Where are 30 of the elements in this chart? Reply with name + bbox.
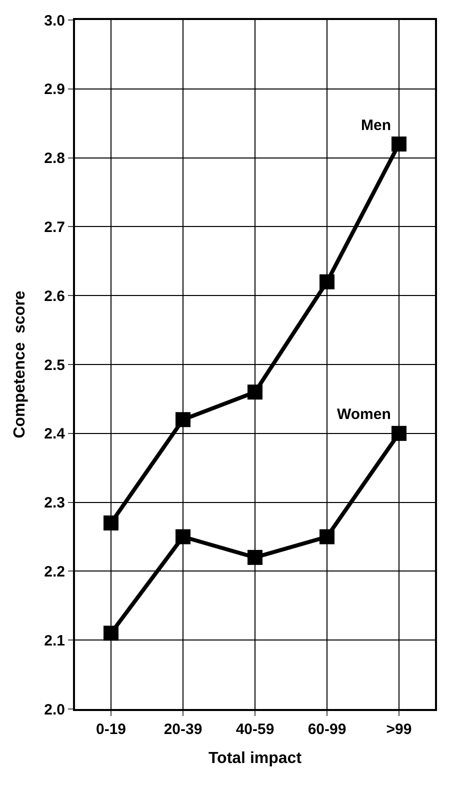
point	[104, 515, 118, 530]
x-tick-label: 20-39	[164, 721, 202, 738]
y-tick-label: 2.0	[44, 701, 65, 718]
point	[176, 412, 190, 428]
point	[104, 626, 118, 641]
x-tick-label: 40-59	[236, 721, 274, 738]
y-tick-label: 2.6	[44, 288, 65, 305]
y-tick-label: 3.0	[44, 12, 65, 30]
y-tick-label: 2.4	[44, 426, 66, 443]
y-tick-label: 2.8	[44, 150, 65, 168]
y-axis-title: Competence score	[12, 290, 29, 438]
y-tick-label: 2.1	[44, 632, 65, 650]
point	[392, 136, 406, 152]
x-axis-title: Total impact	[208, 750, 302, 768]
y-tick-label: 2.7	[44, 218, 65, 236]
point	[392, 426, 406, 441]
y-tick-label: 2.5	[44, 356, 65, 374]
x-tick-label: 60-99	[308, 721, 346, 738]
point	[248, 550, 262, 565]
point	[248, 384, 262, 400]
point	[320, 529, 334, 544]
series-label: Women	[337, 406, 391, 423]
x-tick-label: >99	[386, 721, 412, 738]
y-tick-label: 2.3	[44, 494, 65, 512]
point	[176, 529, 190, 544]
x-tick-label: 0-19	[96, 721, 126, 738]
y-tick-label: 2.2	[44, 563, 65, 580]
point	[320, 274, 334, 290]
y-tick-label: 2.9	[44, 81, 65, 98]
series-label: Men	[361, 117, 391, 134]
